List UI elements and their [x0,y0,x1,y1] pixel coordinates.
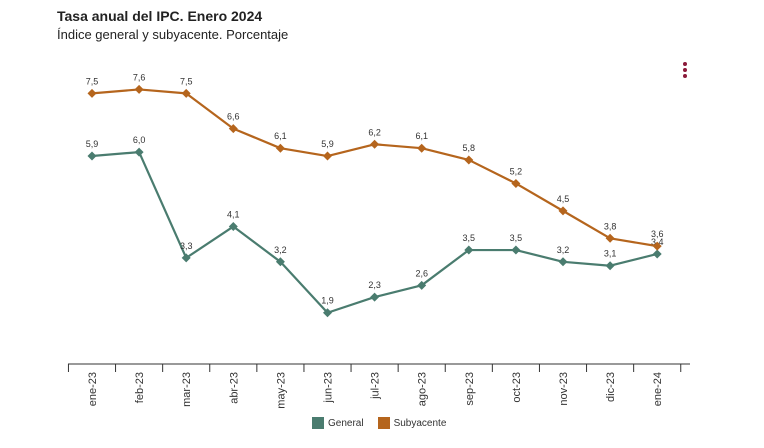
data-point-general [134,147,144,157]
x-tick-label: oct-23 [511,372,523,403]
legend-label-subyacente: Subyacente [393,417,447,429]
data-label-general: 3,2 [274,245,287,255]
data-point-subyacente [370,139,380,149]
data-label-subyacente: 5,2 [510,166,523,176]
data-label-general: 1,9 [321,296,334,306]
data-label-subyacente: 6,6 [227,112,240,122]
data-label-subyacente: 7,5 [86,76,99,86]
data-point-general [370,292,380,302]
x-tick-label: nov-23 [558,372,570,406]
chart-subtitle: Índice general y subyacente. Porcentaje [57,27,289,42]
data-point-general [323,308,332,318]
data-label-general: 5,9 [86,139,99,149]
data-label-subyacente: 6,1 [274,131,287,141]
x-tick-label: feb-23 [134,372,146,403]
x-tick-label: may-23 [275,372,287,409]
legend-swatch-general [312,417,324,429]
data-point-subyacente [275,143,285,153]
data-label-subyacente: 5,9 [321,139,334,149]
data-label-general: 3,1 [604,249,617,259]
data-point-general [652,249,662,259]
data-label-subyacente: 3,8 [604,221,617,231]
data-point-general [605,261,615,271]
data-point-subyacente [417,143,427,153]
x-tick-label: ene-24 [652,372,664,406]
data-label-general: 6,0 [133,135,146,145]
x-tick-label: dic-23 [605,372,617,402]
data-point-subyacente [228,124,238,134]
data-point-subyacente [605,233,615,243]
data-label-general: 3,5 [463,233,476,243]
data-point-subyacente [87,88,97,98]
data-label-subyacente: 7,5 [180,76,193,86]
data-point-subyacente [652,241,662,251]
data-point-subyacente [134,84,144,94]
data-point-general [464,245,474,255]
x-tick-label: jul-23 [370,372,382,400]
data-point-general [417,280,427,290]
data-label-subyacente: 4,5 [557,194,570,204]
chart-title: Tasa anual del IPC. Enero 2024 [57,8,263,24]
data-point-general [181,253,191,263]
data-label-subyacente: 7,6 [133,72,146,82]
x-tick-label: ene-23 [87,372,99,406]
data-label-subyacente: 5,8 [463,143,476,153]
series-line-subyacente [91,88,658,248]
data-label-subyacente: 6,2 [368,127,381,137]
data-label-subyacente: 3,6 [651,229,664,239]
data-point-general [511,245,521,255]
data-label-general: 4,1 [227,210,240,220]
x-tick-label: sep-23 [464,372,476,406]
data-label-general: 3,3 [180,241,193,251]
x-tick-label: abr-23 [228,372,240,404]
x-tick-label: jun-23 [323,372,335,404]
data-point-subyacente [511,178,521,188]
data-point-general [558,257,568,267]
x-tick-label: mar-23 [181,372,193,407]
data-point-subyacente [558,206,568,216]
data-point-general [275,257,285,267]
data-label-general: 2,6 [415,268,428,278]
data-label-general: 3,2 [557,245,570,255]
data-point-general [87,151,97,161]
data-point-subyacente [323,151,332,161]
data-label-general: 2,3 [368,280,381,290]
legend-item-general[interactable]: General [312,417,364,429]
legend-item-subyacente[interactable]: Subyacente [377,417,447,429]
chart-menu-icon[interactable] [680,62,690,80]
data-label-subyacente: 6,1 [415,131,428,141]
data-point-subyacente [181,88,191,98]
legend-swatch-subyacente [377,417,390,429]
legend-label-general: General [328,417,364,429]
data-point-general [228,222,238,232]
data-label-general: 3,5 [510,233,523,243]
chart-legend: General Subyacente [312,417,460,429]
x-tick-label: ago-23 [417,372,429,406]
data-point-subyacente [464,155,474,165]
